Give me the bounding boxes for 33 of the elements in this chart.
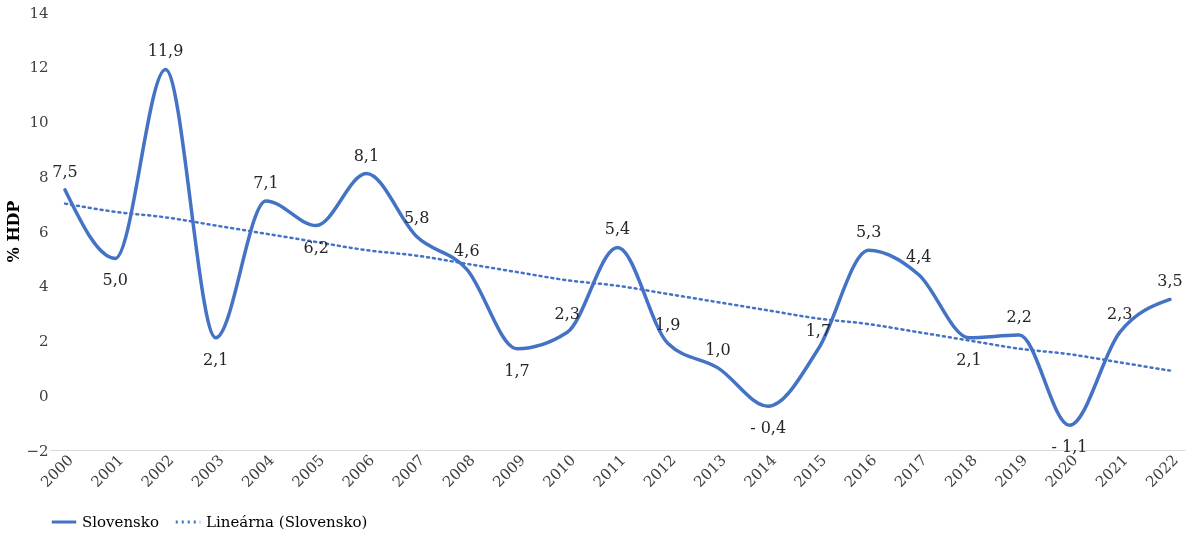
data-label: 2,1 <box>203 349 229 369</box>
y-tick-label: 10 <box>29 113 49 131</box>
y-axis-title: % HDP <box>4 200 24 263</box>
y-tick-label: 6 <box>38 222 49 241</box>
y-tick-label: 2 <box>38 332 49 350</box>
y-tick-label: 8 <box>38 167 49 186</box>
data-label: 4,4 <box>906 246 932 266</box>
data-label: 2,3 <box>554 304 581 324</box>
data-label: 3,5 <box>1157 271 1183 291</box>
data-label: 5,8 <box>403 208 430 228</box>
data-label: 6,2 <box>303 237 329 257</box>
data-label: 7,5 <box>52 161 78 181</box>
data-label: 5,4 <box>604 219 631 239</box>
data-label: - 0,4 <box>750 418 787 438</box>
data-label: 1,0 <box>705 339 731 359</box>
data-label: 11,9 <box>147 41 184 61</box>
data-label: 2,3 <box>1106 304 1133 324</box>
legend-label: Lineárna (Slovensko) <box>206 513 368 531</box>
data-label: 2,1 <box>956 349 982 369</box>
data-label: 4,6 <box>454 241 480 261</box>
data-label: 1,9 <box>654 315 681 335</box>
legend-label: Slovensko <box>82 513 159 531</box>
y-tick-label: 12 <box>29 58 49 77</box>
data-label: 8,1 <box>353 145 380 165</box>
data-label: 5,3 <box>855 222 882 242</box>
data-label: 1,7 <box>504 360 530 380</box>
data-label: 2,2 <box>1006 307 1032 327</box>
data-label: 5,0 <box>102 270 129 290</box>
y-tick-label: 4 <box>38 277 49 296</box>
data-label: 7,1 <box>253 172 279 192</box>
y-tick-label: 14 <box>29 3 49 22</box>
y-tick-label: −2 <box>26 441 49 460</box>
y-tick-label: 0 <box>38 386 49 405</box>
